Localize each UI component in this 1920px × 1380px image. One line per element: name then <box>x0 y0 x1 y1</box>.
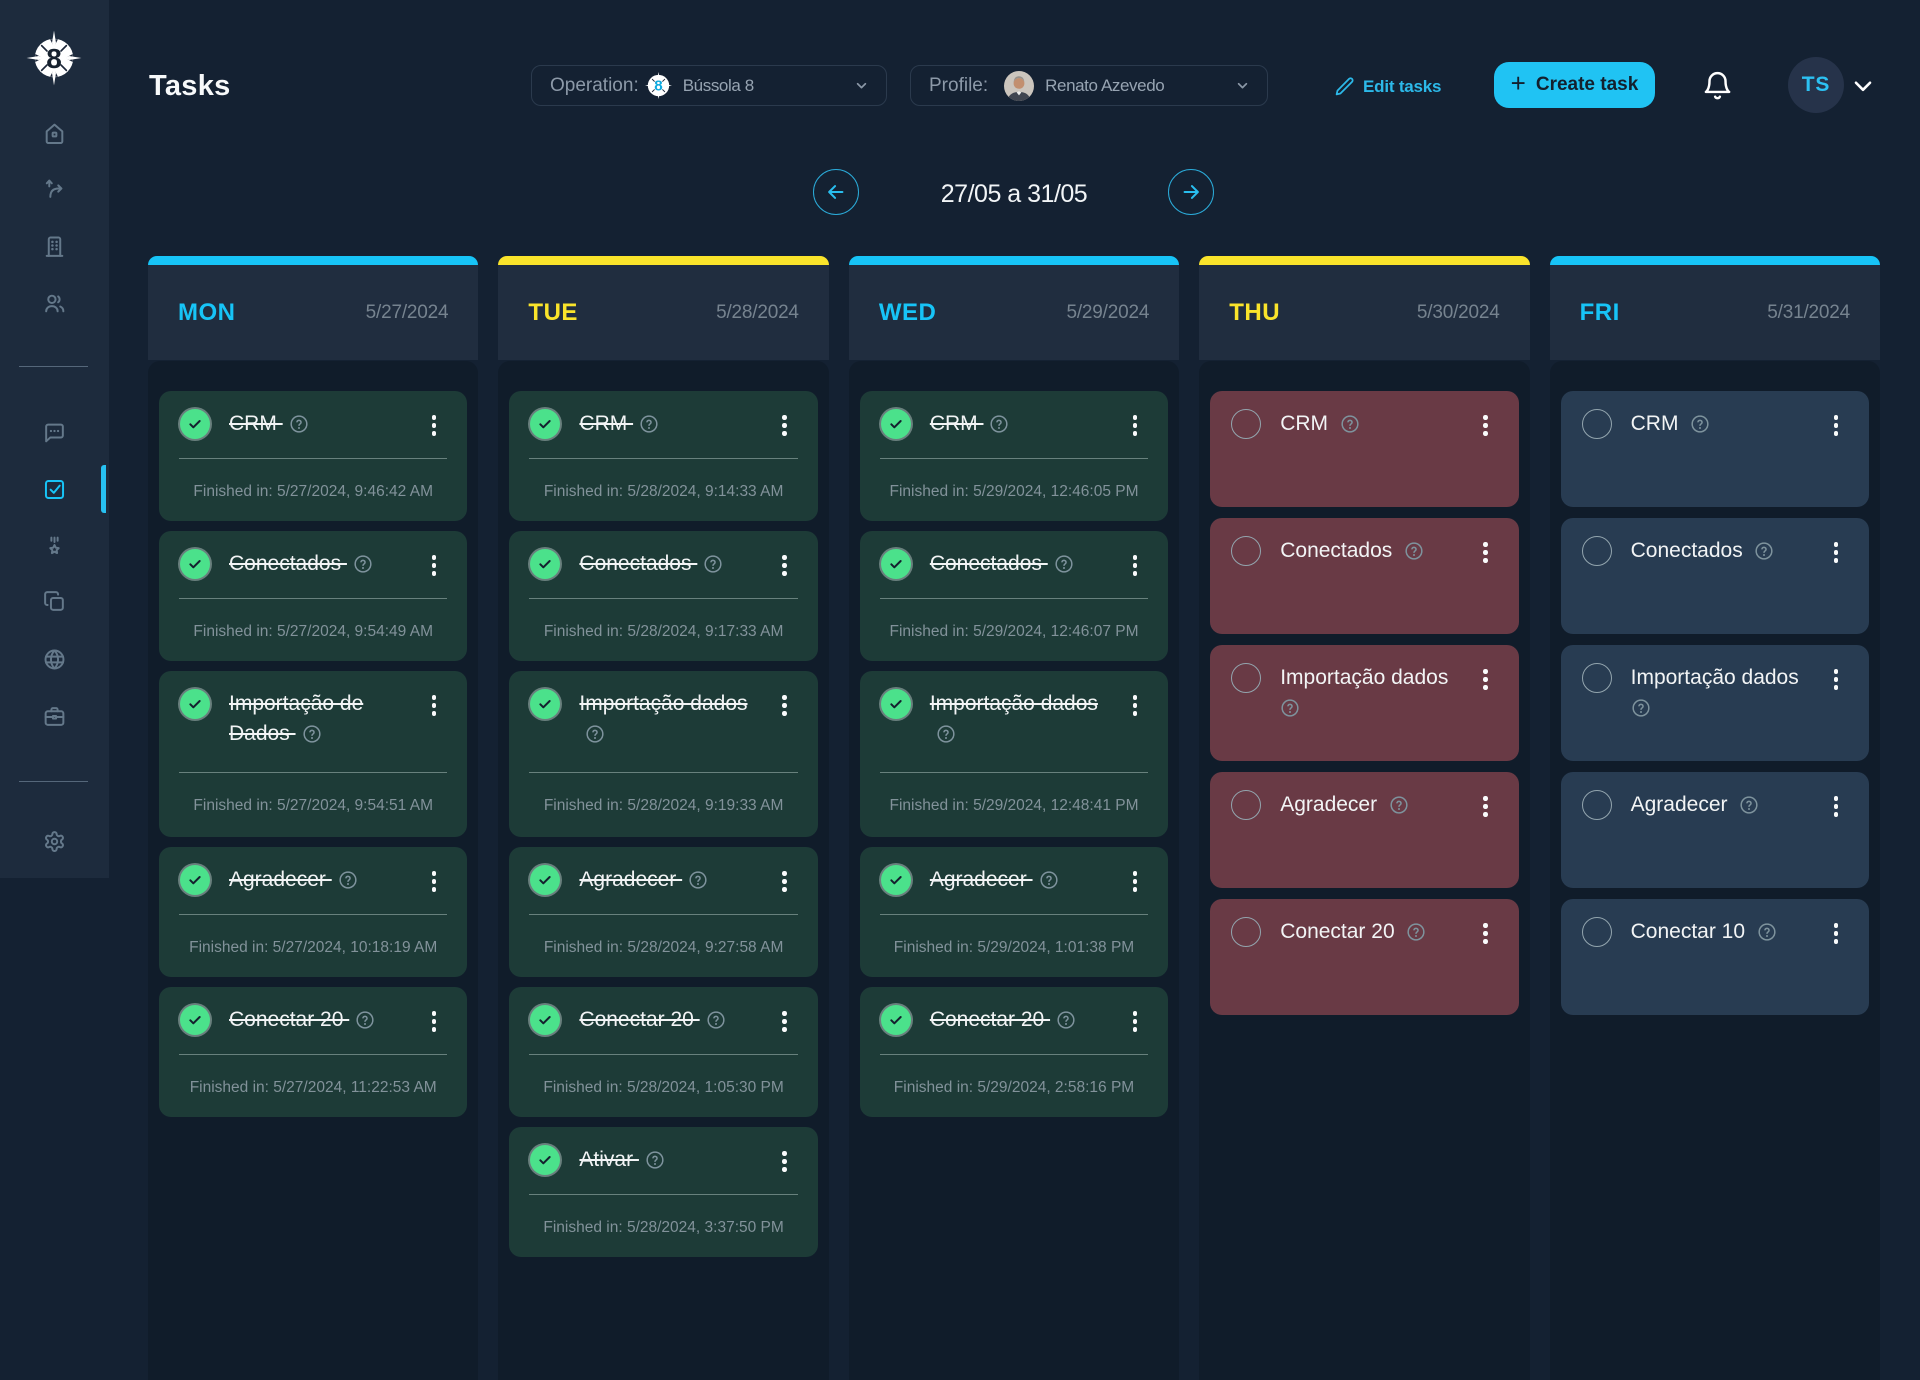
svg-text:8: 8 <box>654 78 662 95</box>
svg-text:8: 8 <box>46 43 62 74</box>
